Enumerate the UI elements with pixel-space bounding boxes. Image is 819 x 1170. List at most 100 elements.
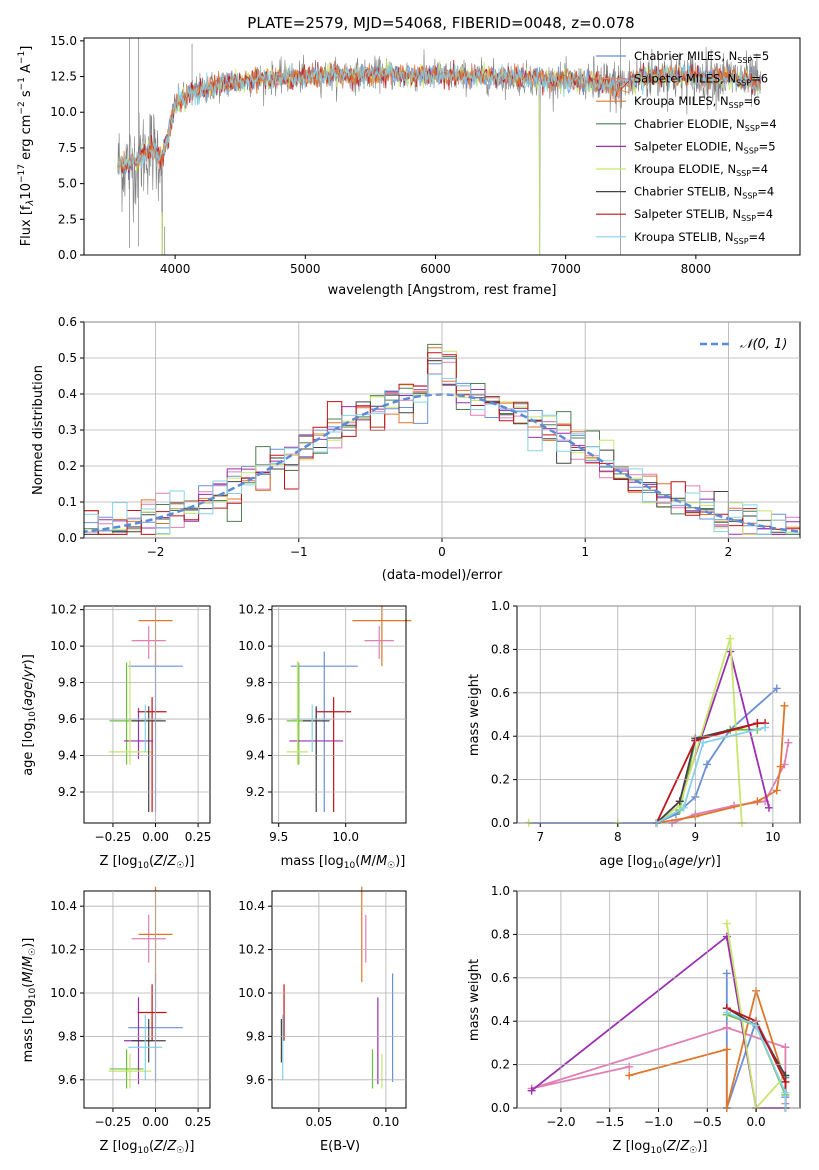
mass-vs-z-ylabel: mass [log10(M/M☉)] [21,938,38,1063]
spectrum-frame [83,37,801,256]
age-vs-z-ytick-label: 9.4 [58,749,77,763]
age-vs-mass-ytick-label: 9.4 [246,749,265,763]
weight-vs-age-ytick-label: 0.2 [491,773,510,787]
age-vs-z-ytick-label: 9.8 [58,676,77,690]
residual-legend: 𝒩(0, 1) [700,337,787,352]
weight-vs-age-point-salpeter_elodie [764,803,773,812]
legend-label-chabrier_miles: Chabrier MILES, NSSP=5 [634,49,769,65]
weight-vs-z-xtick-label: −1.5 [595,1115,624,1129]
spectrum-legend: Chabrier MILES, NSSP=5 Salpeter MILES, NS… [596,49,777,246]
weight-vs-z-point-salpeter_miles [625,1062,634,1071]
legend-label-salpeter_stelib: Salpeter STELIB, NSSP=4 [634,207,773,223]
spectrum-xtick-label: 6000 [420,262,451,276]
weight-vs-age-ticks: 7 8 9 10 0.0 0.2 0.4 0.6 0.8 1.0 [491,599,800,844]
mass-vs-ebv-ytick-label: 10.0 [238,986,265,1000]
residual-xtick-label: −2 [147,545,165,559]
mass-vs-z-ytick-label: 9.6 [58,1073,77,1087]
mass-vs-z-xtick-label: −0.25 [95,1115,132,1129]
spectrum-ytick-label: 2.5 [58,212,77,226]
weight-vs-age-ytick-label: 0.6 [491,686,510,700]
age-vs-z-ytick-label: 9.2 [58,785,77,799]
weight-vs-age-point-kroupa_miles [780,701,789,710]
mass-vs-ebv-xlabel: E(B-V) [320,1139,360,1154]
mass-vs-z-frame [83,890,211,1109]
age-vs-z-ytick-label: 9.6 [58,712,77,726]
model-spectrum-kroupa_stelib [117,62,762,174]
weight-vs-age-ylabel: mass weight [467,674,482,756]
residual-xlabel: (data-model)/error [382,568,503,583]
spectrum-ytick-label: 10.0 [50,105,77,119]
weight-vs-age-ytick-label: 0.4 [491,729,510,743]
age-vs-z-xtick-label: 0.25 [185,830,212,844]
weight-vs-z-line-kroupa_stelib [726,1011,787,1108]
mass-vs-ebv-ytick-label: 10.4 [238,899,265,913]
spectrum-xtick-label: 5000 [290,262,321,276]
spectrum-xlabel: wavelength [Angstrom, rest frame] [328,283,557,298]
mass-vs-ebv-ticks: 0.05 0.10 9.6 9.8 10.0 10.2 10.4 [238,891,406,1129]
weight-vs-age-point-chabrier_miles [772,684,781,693]
gauss-legend-label: 𝒩(0, 1) [740,337,787,352]
weight-vs-age-point-kroupa_miles [772,786,781,795]
spectrum-curves [117,38,762,255]
residual-ytick-label: 0.4 [58,387,77,401]
weight-vs-age-point-chabrier_stelib [675,797,684,806]
residual-ytick-label: 0.3 [58,423,77,437]
spectrum-xtick-label: 4000 [160,262,191,276]
weight-vs-z-point-kroupa_elodie [722,919,731,928]
weight-vs-age-point-salpeter_miles [784,738,793,747]
legend-label-salpeter_miles: Salpeter MILES, NSSP=6 [634,72,768,88]
legend-label-kroupa_stelib: Kroupa STELIB, NSSP=4 [634,230,765,246]
residual-xtick-label: 2 [725,545,733,559]
age-vs-z-xlabel: Z [log10(Z/Z☉)] [100,854,195,871]
spectrum-xtick-label: 8000 [681,262,712,276]
weight-vs-z-point-salpeter_stelib [781,1077,790,1086]
mass-vs-ebv-ytick-label: 9.8 [246,1029,265,1043]
weight-vs-age-xtick-label: 8 [614,830,622,844]
model-spectrum-kroupa_miles [117,63,761,171]
spectrum-ytick-label: 0.0 [58,248,77,262]
residual-ytick-label: 0.0 [58,531,77,545]
mass-vs-z-ytick-label: 10.2 [50,943,77,957]
weight-vs-age-ytick-label: 0.8 [491,642,510,656]
age-vs-z-xtick-label: −0.25 [95,830,132,844]
legend-label-kroupa_elodie: Kroupa ELODIE, NSSP=4 [634,162,768,178]
mass-vs-ebv-xtick-label: 0.10 [373,1115,400,1129]
weight-vs-z-point-kroupa_stelib [781,1088,790,1097]
age-vs-mass-ytick-label: 9.6 [246,712,265,726]
age-vs-mass-xtick-label: 10.0 [332,830,359,844]
weight-vs-z-ytick-label: 1.0 [491,884,510,898]
weight-vs-age-point-kroupa_elodie [726,634,735,643]
age-vs-mass-ytick-label: 9.8 [246,676,265,690]
mass-vs-z-plot-area [108,886,183,1089]
spectrum-ytick-label: 5.0 [58,177,77,191]
weight-vs-z-ytick-label: 0.6 [491,971,510,985]
spectrum-ylabel: Flux [fλ10−17 erg cm−2 s−1 A−1] [17,46,36,247]
spectrum-ticks: 4000 5000 6000 7000 8000 0.0 2.5 5.0 7.5 10.0 12.5… [50,34,711,276]
age-vs-mass-plot-area [286,606,412,813]
mass-vs-z-xlabel: Z [log10(Z/Z☉)] [100,1139,195,1156]
weight-vs-age-xlabel: age [log10(age/yr)] [599,854,721,871]
mass-vs-z-panel: −0.25 0.00 0.25 9.6 9.8 10.0 10.2 10.4 Z [log10… [21,886,212,1156]
legend-label-chabrier_stelib: Chabrier STELIB, NSSP=4 [634,185,774,201]
age-vs-mass-ticks: 9.5 10.0 9.2 9.4 9.6 9.8 10.0 10.2 [238,603,406,844]
age-vs-z-ytick-label: 10.0 [50,639,77,653]
weight-vs-z-point-salpeter_elodie [527,1086,536,1095]
spectrum-ytick-label: 7.5 [58,141,77,155]
spectrum-xtick-label: 7000 [550,262,581,276]
age-vs-z-ticks: −0.25 0.00 0.25 9.2 9.4 9.6 9.8 10.0 10.2 [50,603,211,844]
weight-vs-z-ticks: −2.0 −1.5 −1.0 −0.5 0.0 0.0 0.2 0.4 0.6 0.8 1.0 [491,884,800,1129]
weight-vs-z-panel: −2.0 −1.5 −1.0 −0.5 0.0 0.0 0.2 0.4 0.6 0.8 1.0 Z … [467,884,801,1156]
mass-vs-z-xtick-label: 0.25 [185,1115,212,1129]
weight-vs-age-ytick-label: 1.0 [491,599,510,613]
residual-panel: −2 −1 0 1 2 0.0 0.1 0.2 0.3 0.4 0.5 0.6 (data-model… [31,315,801,583]
weight-vs-age-plot-area [524,634,793,827]
age-vs-z-plot-area [108,606,183,813]
mass-vs-ebv-xtick-label: 0.05 [306,1115,333,1129]
weight-vs-z-point-kroupa_miles [625,1071,634,1080]
weight-vs-z-point-salpeter_miles [781,1043,790,1052]
residual-ylabel: Normed distribution [31,365,46,495]
age-vs-mass-frame [271,605,407,824]
weight-vs-age-xtick-label: 9 [692,830,700,844]
weight-vs-age-xtick-label: 7 [536,830,544,844]
weight-vs-age-panel: 7 8 9 10 0.0 0.2 0.4 0.6 0.8 1.0 age [log10(age/y… [467,599,801,871]
